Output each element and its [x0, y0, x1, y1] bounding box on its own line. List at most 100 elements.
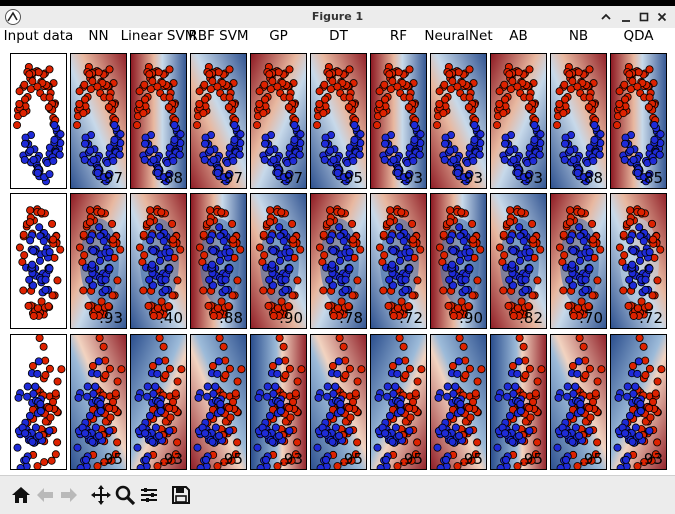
configure-icon[interactable]: [136, 482, 162, 508]
blue-point: [88, 260, 97, 269]
forward-icon[interactable]: [56, 482, 82, 508]
blue-point: [95, 256, 104, 265]
score-label: .72: [399, 309, 423, 327]
blue-point: [465, 426, 474, 435]
blue-point: [394, 357, 403, 366]
blue-point: [576, 407, 585, 416]
red-point: [159, 342, 168, 351]
red-point: [375, 99, 384, 108]
red-point: [471, 450, 480, 459]
red-point: [53, 276, 62, 285]
red-point: [78, 258, 87, 267]
red-point: [501, 95, 510, 104]
red-point: [15, 87, 24, 96]
blue-point: [571, 382, 580, 391]
blue-point: [76, 464, 85, 469]
blue-point: [503, 382, 512, 391]
blue-point: [345, 248, 354, 257]
red-point: [445, 70, 454, 79]
red-point: [171, 389, 180, 398]
pan-icon[interactable]: [88, 482, 114, 508]
blue-point: [161, 285, 170, 294]
score-label: .78: [339, 309, 363, 327]
red-point: [255, 87, 264, 96]
blue-point: [83, 392, 92, 401]
red-point: [37, 208, 46, 217]
minimize-icon[interactable]: [618, 9, 634, 25]
blue-point: [556, 464, 565, 469]
red-point: [657, 365, 666, 374]
blue-point: [465, 170, 474, 179]
blue-point: [456, 407, 465, 416]
red-point: [333, 462, 342, 469]
blue-point: [465, 264, 474, 273]
red-point: [106, 413, 115, 422]
red-point: [285, 364, 294, 373]
blue-point: [89, 246, 98, 255]
title-bar[interactable]: Figure 1: [0, 6, 675, 29]
blue-point: [95, 223, 104, 232]
red-point: [291, 389, 300, 398]
blue-point: [516, 400, 525, 409]
home-icon[interactable]: [8, 482, 34, 508]
save-icon[interactable]: [168, 482, 194, 508]
collapse-icon[interactable]: [598, 9, 614, 25]
red-point: [321, 95, 330, 104]
red-point: [268, 77, 277, 86]
blue-point: [581, 285, 590, 294]
red-point: [258, 258, 267, 267]
red-point: [446, 206, 455, 215]
blue-point: [13, 443, 22, 452]
red-point: [457, 208, 466, 217]
blue-point: [268, 260, 277, 269]
red-point: [393, 82, 402, 91]
red-point: [108, 219, 117, 228]
blue-point: [525, 248, 534, 257]
blue-point: [263, 392, 272, 401]
figure-canvas[interactable]: Input data NN Linear SVM RBF SVM GP DT RF Neura…: [0, 28, 675, 475]
blue-point: [501, 455, 510, 464]
blue-point: [449, 246, 458, 255]
blue-point: [565, 411, 574, 420]
red-point: [531, 450, 540, 459]
blue-point: [389, 246, 398, 255]
red-point: [408, 291, 417, 300]
column-title: NeuralNet: [424, 28, 493, 44]
blue-point: [268, 437, 277, 446]
blue-point: [621, 455, 630, 464]
red-point: [293, 276, 302, 285]
red-point: [225, 93, 234, 102]
blue-point: [509, 246, 518, 255]
score-label: .95: [339, 169, 363, 187]
blue-point: [109, 157, 118, 166]
blue-point: [273, 168, 282, 177]
red-point: [394, 68, 403, 77]
red-point: [281, 371, 290, 380]
close-icon[interactable]: [654, 9, 670, 25]
score-label: .82: [519, 309, 543, 327]
blue-point: [101, 275, 110, 284]
blue-point: [151, 423, 160, 432]
red-point: [15, 243, 24, 252]
red-point: [645, 364, 654, 373]
red-point: [35, 335, 44, 342]
zoom-icon[interactable]: [112, 482, 138, 508]
blue-point: [625, 275, 634, 284]
red-point: [393, 462, 402, 469]
blue-point: [201, 429, 210, 438]
maximize-icon[interactable]: [636, 9, 652, 25]
red-point: [195, 243, 204, 252]
blue-point: [506, 236, 515, 245]
blue-point: [146, 146, 155, 155]
back-icon[interactable]: [32, 482, 58, 508]
red-point: [508, 77, 517, 86]
red-point: [435, 243, 444, 252]
red-point: [39, 342, 48, 351]
red-point: [531, 389, 540, 398]
red-point: [596, 245, 605, 254]
blue-point: [416, 130, 425, 139]
blue-point: [334, 357, 343, 366]
red-point: [585, 404, 594, 413]
blue-point: [440, 139, 449, 148]
column-title: AB: [509, 28, 528, 44]
